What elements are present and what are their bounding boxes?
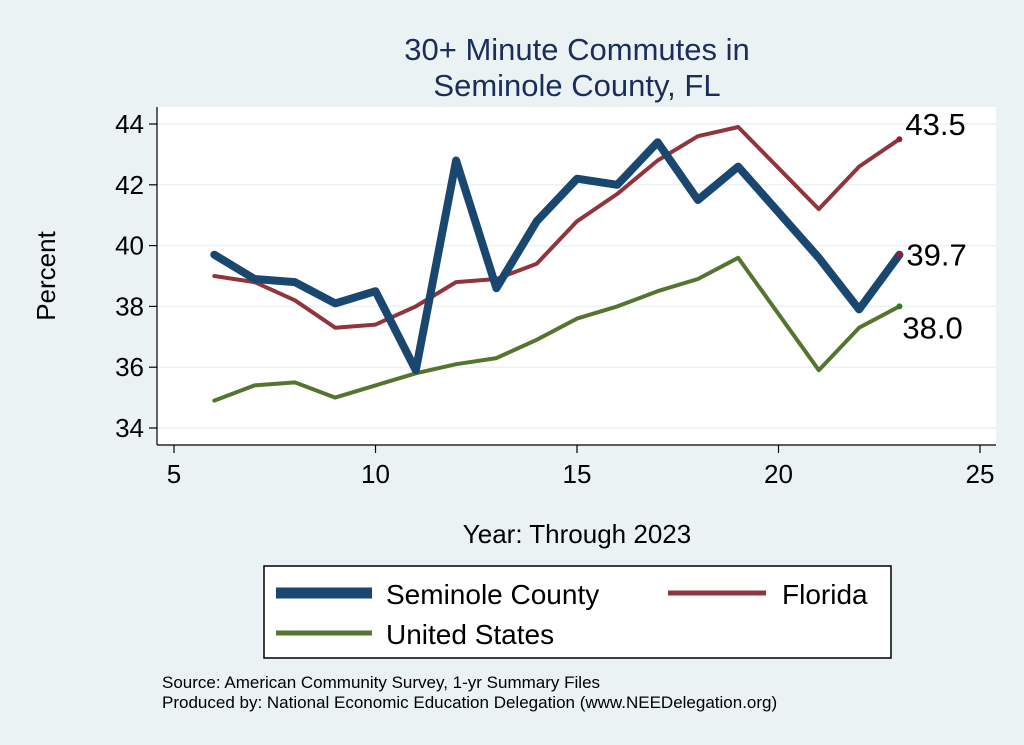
legend-label-florida: Florida bbox=[782, 579, 868, 610]
y-tick-label-36: 36 bbox=[115, 352, 144, 382]
y-tick-label-34: 34 bbox=[115, 413, 144, 443]
y-tick-label-40: 40 bbox=[115, 231, 144, 261]
axes: 34 36 38 40 42 44 5 10 15 20 25 bbox=[115, 107, 996, 489]
y-tick-label-38: 38 bbox=[115, 291, 144, 321]
y-tick-label-44: 44 bbox=[115, 109, 144, 139]
producer-note: Produced by: National Economic Education… bbox=[162, 693, 777, 712]
end-point-united-states bbox=[896, 303, 903, 310]
series-line-seminole-county bbox=[210, 138, 904, 375]
source-note: Source: American Community Survey, 1-yr … bbox=[162, 673, 600, 692]
x-tick-label-5: 5 bbox=[167, 459, 181, 489]
x-tick-label-20: 20 bbox=[764, 459, 793, 489]
legend-box bbox=[263, 565, 892, 659]
end-label-united-states: 38.0 bbox=[902, 310, 962, 345]
y-tick-label-42: 42 bbox=[115, 170, 144, 200]
x-tick-label-25: 25 bbox=[966, 459, 995, 489]
x-tick-label-10: 10 bbox=[361, 459, 390, 489]
plot-area bbox=[157, 107, 996, 445]
end-labels: 39.7 43.5 38.0 bbox=[902, 107, 966, 345]
legend-label-united-states: United States bbox=[386, 619, 554, 650]
end-point-seminole-county bbox=[896, 251, 903, 258]
end-label-seminole-county: 39.7 bbox=[906, 238, 966, 273]
chart-title-line-1: 30+ Minute Commutes in bbox=[404, 32, 749, 67]
x-axis-title: Year: Through 2023 bbox=[463, 519, 691, 549]
grid-lines bbox=[157, 123, 996, 429]
legend-label-seminole-county: Seminole County bbox=[386, 579, 599, 610]
series-lines bbox=[210, 125, 904, 403]
chart-title-line-2: Seminole County, FL bbox=[433, 68, 720, 103]
legend: Seminole County Florida United States bbox=[263, 565, 892, 659]
x-tick-label-15: 15 bbox=[563, 459, 592, 489]
end-label-florida: 43.5 bbox=[905, 107, 965, 142]
series-line-united-states bbox=[212, 255, 902, 403]
y-axis-title: Percent bbox=[31, 230, 61, 320]
end-point-florida bbox=[896, 136, 903, 143]
series-line-florida bbox=[212, 125, 902, 330]
